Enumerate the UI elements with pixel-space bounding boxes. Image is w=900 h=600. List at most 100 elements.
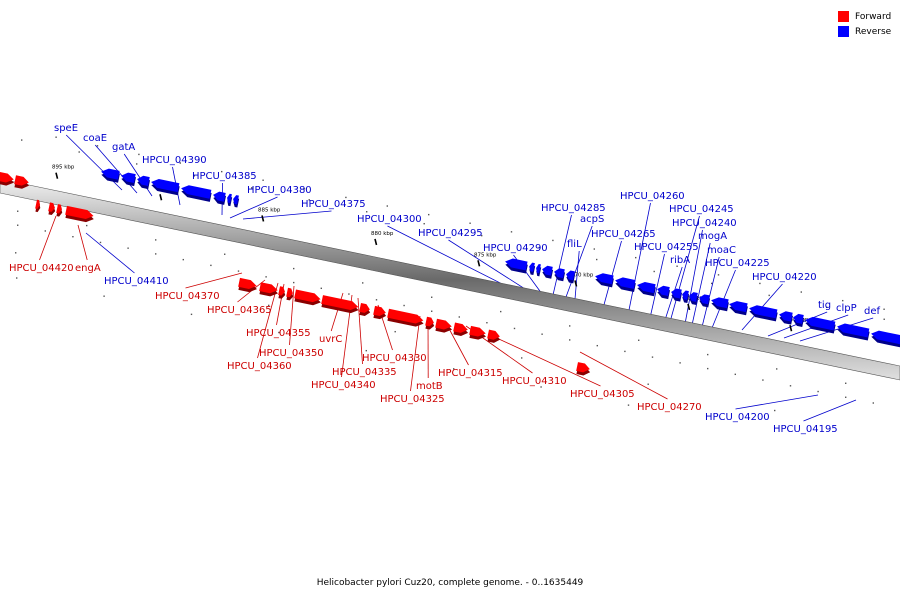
guide-dot (552, 239, 554, 242)
gene-body (749, 305, 778, 319)
tick-mark (687, 303, 691, 311)
forward-gene-label: HPCU_04270 (637, 402, 702, 413)
reverse-gene-leader (803, 399, 857, 422)
forward-gene-label: HPCU_04360 (227, 361, 292, 372)
reverse-gene-label: fliL (567, 239, 582, 250)
reverse-gene-leader (448, 239, 537, 297)
gene-body (699, 294, 710, 305)
guide-dot (262, 179, 264, 181)
gene-body (536, 263, 541, 274)
gene-body (121, 172, 136, 183)
guide-dot (179, 162, 181, 164)
forward-gene-label: HPCU_04310 (502, 376, 567, 387)
reverse-gene-arrow (699, 294, 711, 308)
guide-dot (278, 331, 280, 334)
guide-dot (308, 199, 310, 201)
reverse-gene-label: tig (818, 300, 831, 311)
guide-dot (789, 385, 792, 387)
gene-body (137, 175, 150, 186)
gene-body (671, 288, 682, 299)
gene-body (729, 301, 748, 313)
gene-body (238, 277, 257, 289)
guide-dot (99, 241, 102, 244)
reverse-gene-arrow (151, 179, 180, 196)
guide-dot (481, 234, 483, 237)
legend-label-reverse: Reverse (855, 26, 892, 37)
reverse-gene-label: speE (54, 123, 78, 134)
forward-swatch (838, 11, 849, 22)
guide-dot (596, 344, 598, 347)
tick-mark (55, 172, 59, 179)
guide-dot (78, 151, 80, 153)
gene-body (871, 330, 900, 347)
forward-gene-label: uvrC (319, 334, 342, 345)
reverse-gene-leader (387, 225, 515, 291)
reverse-gene-leader (701, 256, 720, 328)
reverse-gene-arrow (637, 282, 656, 297)
forward-gene-label: HPCU_04365 (207, 305, 272, 316)
tick-mark (574, 280, 578, 287)
reverse-gene-arrow (595, 273, 614, 288)
guide-dot (251, 187, 253, 189)
reverse-gene-arrow (793, 313, 805, 327)
forward-gene-label: HPCU_04370 (155, 291, 220, 302)
guide-dot (55, 136, 57, 138)
guide-dot (521, 357, 523, 359)
guide-dot (403, 304, 405, 307)
gene-body (595, 273, 614, 285)
guide-dot (707, 367, 709, 370)
guide-dot (510, 231, 513, 233)
reverse-gene-arrow (233, 195, 240, 208)
guide-dot (96, 145, 99, 147)
forward-gene-arrow (469, 325, 487, 340)
reverse-gene-label: gatA (112, 142, 135, 153)
guide-dot (826, 306, 828, 309)
forward-gene-arrow (278, 286, 286, 299)
forward-gene-leader (257, 282, 279, 359)
genome-backbone (0, 178, 900, 381)
reverse-gene-label: HPCU_04385 (192, 171, 257, 182)
forward-gene-arrow (259, 282, 278, 297)
forward-gene-arrow (56, 204, 63, 217)
forward-gene-arrow (373, 305, 387, 320)
guide-dot (653, 270, 655, 273)
reverse-gene-arrow (779, 311, 793, 325)
reverse-gene-arrow (505, 258, 528, 274)
reverse-gene-leader (735, 394, 819, 410)
forward-gene-leader (289, 285, 295, 346)
guide-dot (44, 230, 46, 232)
guide-dot (293, 267, 295, 270)
guide-dot (593, 248, 595, 250)
tick-mark (261, 215, 265, 222)
guide-dot (762, 379, 764, 381)
reverse-gene-leader (627, 202, 651, 316)
guide-dot (734, 373, 736, 376)
tick-label: 870 kbp (571, 272, 594, 278)
gene-body (711, 297, 729, 309)
reverse-gene-arrow (137, 175, 151, 190)
guide-dot (800, 291, 802, 293)
guide-dot (16, 277, 18, 279)
guide-dot (768, 294, 770, 297)
guide-dot (647, 383, 649, 385)
gene-body (101, 168, 120, 180)
guide-dot (453, 368, 455, 370)
forward-gene-leader (77, 224, 88, 261)
label-leader-lines (39, 134, 874, 422)
forward-gene-leader (39, 215, 57, 261)
gene-body (0, 171, 14, 183)
forward-gene-arrow (487, 329, 501, 343)
guide-dot (596, 258, 598, 261)
guide-dot (569, 325, 571, 327)
gene-body (294, 289, 321, 303)
gene-body (615, 277, 636, 289)
guide-dot (268, 304, 270, 307)
forward-gene-arrow (435, 318, 453, 333)
guide-dot (431, 310, 433, 312)
reverse-gene-label: ribA (670, 255, 690, 266)
guide-dot (776, 368, 778, 370)
reverse-gene-leader (552, 214, 572, 296)
forward-gene-label: HPCU_04420 (9, 263, 74, 274)
forward-gene-label: HPCU_04315 (438, 368, 503, 379)
